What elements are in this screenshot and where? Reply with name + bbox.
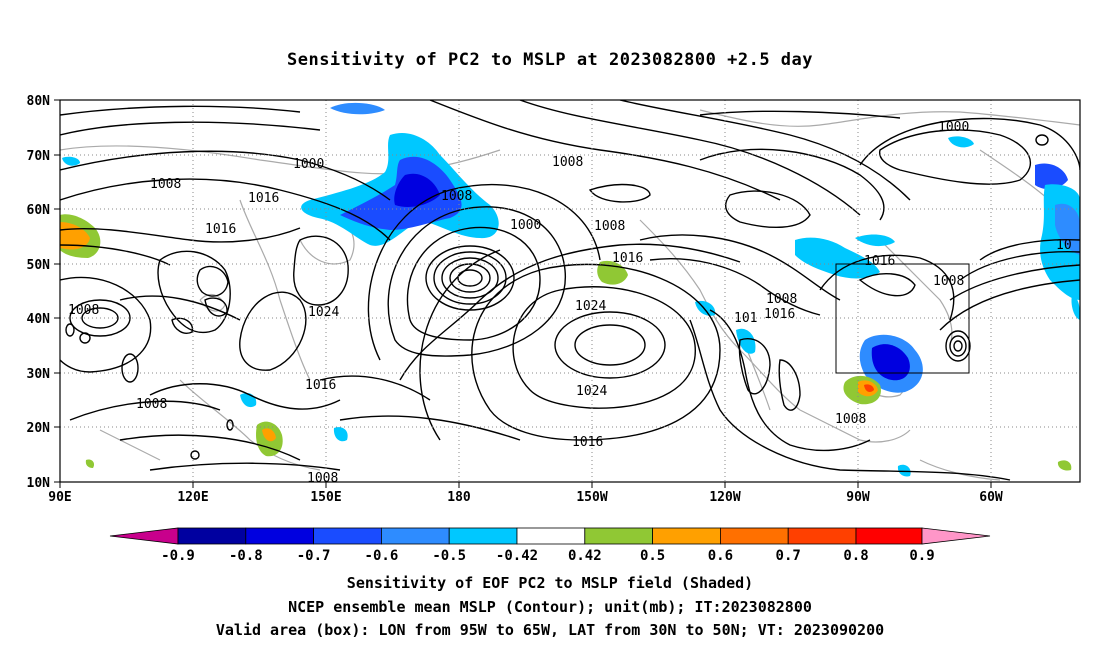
- colorbar-cell: [177, 527, 247, 545]
- contour-label: 1008: [136, 397, 167, 412]
- lat-label: 30N: [27, 367, 51, 382]
- caption-line-1: Sensitivity of EOF PC2 to MSLP field (Sh…: [346, 574, 754, 592]
- lat-label: 10N: [27, 476, 51, 491]
- contour-label: 1000: [510, 218, 541, 233]
- contour-label: 1016: [572, 435, 603, 450]
- axis-ticks: [54, 99, 992, 488]
- colorbar-label: -0.9: [161, 548, 195, 564]
- colorbar-label: -0.5: [432, 548, 466, 564]
- contour-label: 101: [734, 311, 757, 326]
- colorbar-label: 0.7: [776, 548, 801, 564]
- contour-label: 1008: [68, 303, 99, 318]
- contour-label: 1016: [612, 251, 643, 266]
- contour-label: 1024: [308, 305, 339, 320]
- colorbar-label: -0.42: [496, 548, 538, 564]
- map-frame: [59, 99, 1081, 483]
- lon-label: 60W: [979, 490, 1003, 505]
- contour-label: 1024: [575, 299, 606, 314]
- colorbar-label: 0.5: [640, 548, 665, 564]
- colorbar-label: -0.8: [229, 548, 263, 564]
- lat-label: 70N: [27, 149, 51, 164]
- colorbar-cell: [380, 527, 450, 545]
- colorbar-label: 0.8: [843, 548, 868, 564]
- colorbar-cell: [584, 527, 653, 545]
- contour-label: 10: [1056, 238, 1072, 253]
- lon-label: 90E: [48, 490, 71, 505]
- contour-label: 1008: [766, 292, 797, 307]
- contour-label: 1000: [293, 157, 324, 172]
- colorbar-cell: [516, 527, 586, 545]
- contour-label: 1008: [933, 274, 964, 289]
- contour-label: 1016: [305, 378, 336, 393]
- lat-label: 80N: [27, 94, 51, 109]
- lat-label: 40N: [27, 312, 51, 327]
- mslp-contours: [60, 100, 1080, 481]
- valid-area-box: [835, 263, 970, 374]
- contour-label: 1016: [205, 222, 236, 237]
- colorbar-label: 0.9: [909, 548, 934, 564]
- contour-label: 1000: [938, 120, 969, 135]
- map-title: Sensitivity of PC2 to MSLP at 2023082800…: [286, 50, 813, 70]
- colorbar-cell: [921, 527, 991, 545]
- colorbar-label: 0.6: [708, 548, 733, 564]
- lon-label: 180: [447, 490, 471, 505]
- lon-label: 150E: [310, 490, 341, 505]
- colorbar-cell: [245, 527, 315, 545]
- colorbar: [109, 527, 991, 545]
- lon-label: 150W: [576, 490, 607, 505]
- contour-label: 1008: [552, 155, 583, 170]
- colorbar-cell: [448, 527, 518, 545]
- contour-label: 1008: [307, 471, 338, 486]
- contour-label: 1008: [594, 219, 625, 234]
- lon-label: 120W: [709, 490, 740, 505]
- colorbar-cell: [720, 527, 789, 545]
- contour-label: 1016: [248, 191, 279, 206]
- lon-label: 120E: [177, 490, 208, 505]
- colorbar-cell: [109, 527, 179, 545]
- lat-label: 60N: [27, 203, 51, 218]
- colorbar-cell: [855, 527, 923, 545]
- colorbar-label: -0.7: [297, 548, 331, 564]
- colorbar-cell: [313, 527, 382, 545]
- caption-line-2: NCEP ensemble mean MSLP (Contour); unit(…: [288, 598, 812, 616]
- lon-label: 90W: [846, 490, 870, 505]
- colorbar-label: -0.6: [365, 548, 399, 564]
- lat-label: 50N: [27, 258, 51, 273]
- colorbar-label: 0.42: [568, 548, 602, 564]
- contour-label: 1024: [576, 384, 607, 399]
- contour-labels: 1000 1008 1016 1016 1008 1024 1016 1008 …: [68, 120, 1072, 486]
- contour-label: 1008: [441, 189, 472, 204]
- contour-label: 1016: [764, 307, 795, 322]
- contour-label: 1016: [864, 254, 895, 269]
- colorbar-cell: [652, 527, 721, 545]
- sensitivity-shading: [60, 102, 1080, 477]
- colorbar-cell: [787, 527, 857, 545]
- contour-label: 1008: [835, 412, 866, 427]
- lat-label: 20N: [27, 421, 51, 436]
- contour-label: 1008: [150, 177, 181, 192]
- caption-line-3: Valid area (box): LON from 95W to 65W, L…: [215, 621, 885, 639]
